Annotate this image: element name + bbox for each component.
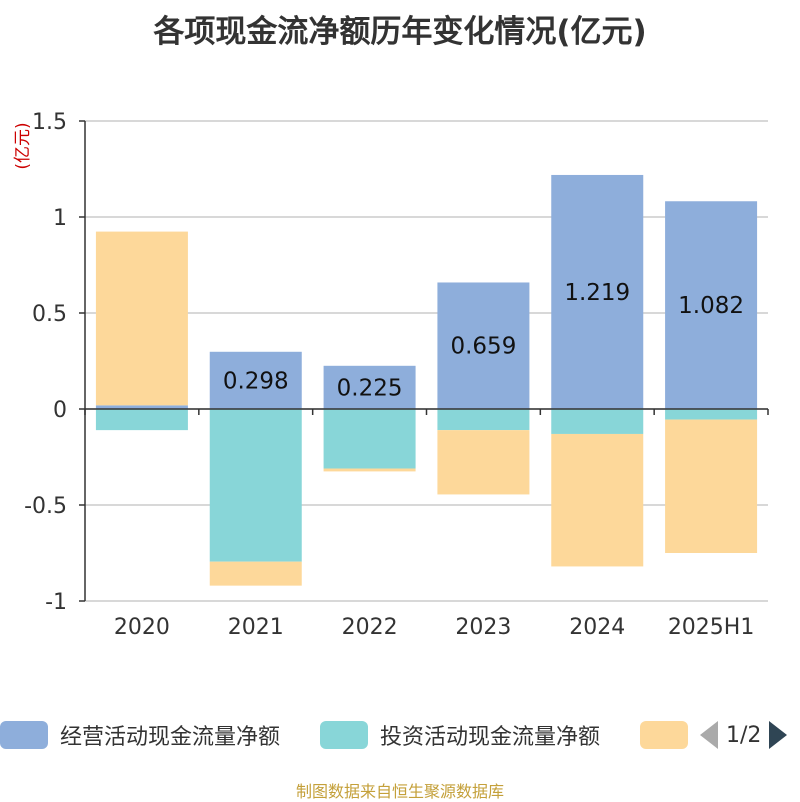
chart-canvas: -1 -0.5 0 0.5 1 1.5(亿元) 2020 2021 2022 2023 2024 20… xyxy=(13,110,769,640)
x-tick-label: 2023 xyxy=(455,615,511,640)
legend-label-investing: 投资活动现金流量净额 xyxy=(380,725,601,750)
data-source-note: 制图数据来自恒生聚源数据库 xyxy=(295,782,504,801)
x-tick-label: 2024 xyxy=(569,615,625,640)
x-tick-label: 2022 xyxy=(342,615,398,640)
bar-operating-2024 xyxy=(551,174,644,409)
triangle-right-icon[interactable] xyxy=(769,721,788,749)
bar-third-2024 xyxy=(551,433,644,567)
bar-third-2021 xyxy=(209,561,302,586)
y-tick-label: 0.5 xyxy=(32,302,67,327)
x-tick-label: 2021 xyxy=(228,615,284,640)
legend-item-investing[interactable]: 投资活动现金流量净额 xyxy=(320,718,600,752)
y-tick-label: 0 xyxy=(53,398,67,423)
y-tick-label: 1.5 xyxy=(32,110,67,135)
legend-item-operating[interactable]: 经营活动现金流量净额 xyxy=(0,718,280,752)
data-label-2021: 0.298 xyxy=(223,368,289,394)
legend-swatch-operating xyxy=(0,721,48,749)
data-label-2022: 0.225 xyxy=(337,375,403,401)
y-tick-label: 1 xyxy=(53,206,67,231)
bar-investing-2020 xyxy=(95,409,188,431)
bar-third-2020 xyxy=(95,231,188,406)
chart-title: 各项现金流净额历年变化情况(亿元) xyxy=(153,14,647,50)
data-label-2025H1: 1.082 xyxy=(678,293,744,319)
triangle-left-icon[interactable] xyxy=(700,721,718,749)
legend-page-indicator: 1/2 xyxy=(726,722,762,748)
bar-third-2022 xyxy=(323,468,416,472)
legend-swatch-investing xyxy=(320,721,368,749)
x-tick-label: 2020 xyxy=(114,615,170,640)
bar-investing-2023 xyxy=(437,409,530,431)
x-tick-label: 2025H1 xyxy=(668,615,755,640)
legend: 经营活动现金流量净额 投资活动现金流量净额 1/2 xyxy=(0,712,800,758)
data-label-2024: 1.219 xyxy=(564,280,630,306)
legend-pager: 1/2 xyxy=(700,718,788,752)
y-tick-label: -0.5 xyxy=(24,494,67,519)
data-label-2023: 0.659 xyxy=(450,334,516,360)
bar-third-2025H1 xyxy=(665,419,758,553)
bar-investing-2025H1 xyxy=(665,409,758,420)
bar-investing-2024 xyxy=(551,409,644,434)
legend-label-operating: 经营活动现金流量净额 xyxy=(60,725,281,750)
bar-operating-2022 xyxy=(323,365,416,409)
y-tick-label: -1 xyxy=(45,590,67,615)
legend-item-third[interactable] xyxy=(640,718,688,752)
bar-operating-2021 xyxy=(209,351,302,409)
bar-operating-2020 xyxy=(95,405,188,409)
legend-swatch-third xyxy=(640,721,688,749)
y-axis-label: (亿元) xyxy=(13,122,33,169)
bar-operating-2025H1 xyxy=(665,201,758,409)
bar-operating-2023 xyxy=(437,282,530,409)
bar-investing-2022 xyxy=(323,409,416,469)
bar-investing-2021 xyxy=(209,409,302,562)
bar-third-2023 xyxy=(437,430,530,495)
